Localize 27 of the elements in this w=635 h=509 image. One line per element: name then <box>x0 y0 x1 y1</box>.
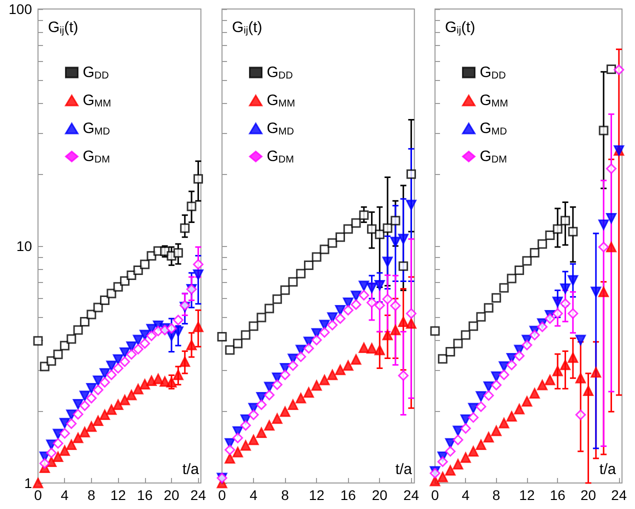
x-axis-title: t/a <box>182 461 200 478</box>
y-tick-label: 10 <box>16 238 32 254</box>
x-tick-label: 8 <box>492 487 500 503</box>
x-tick-label: 12 <box>519 487 535 503</box>
x-tick-label: 8 <box>88 487 96 503</box>
x-tick-label: 12 <box>110 487 126 503</box>
x-tick-label: 16 <box>550 487 566 503</box>
x-tick-label: 12 <box>308 487 325 503</box>
x-tick-label: 24 <box>190 487 206 503</box>
x-tick-label: 4 <box>60 487 69 503</box>
x-tick-label: 20 <box>580 487 596 503</box>
x-tick-label: 16 <box>137 487 153 503</box>
x-tick-label: 4 <box>250 487 258 503</box>
x-tick-label: 24 <box>403 487 420 503</box>
x-axis-title: t/a <box>395 461 413 478</box>
x-tick-label: 0 <box>218 487 226 503</box>
x-tick-label: 20 <box>164 487 180 503</box>
x-tick-label: 0 <box>431 487 440 503</box>
x-tick-label: 20 <box>372 487 388 503</box>
x-tick-label: 0 <box>34 487 42 503</box>
y-tick-label: 100 <box>8 1 32 17</box>
x-tick-label: 16 <box>340 487 356 503</box>
x-tick-label: 8 <box>281 487 290 503</box>
x-tick-label: 4 <box>462 487 470 503</box>
x-tick-label: 24 <box>611 487 627 503</box>
y-tick-label: 1 <box>24 475 32 491</box>
x-axis-title: t/a <box>599 461 617 478</box>
